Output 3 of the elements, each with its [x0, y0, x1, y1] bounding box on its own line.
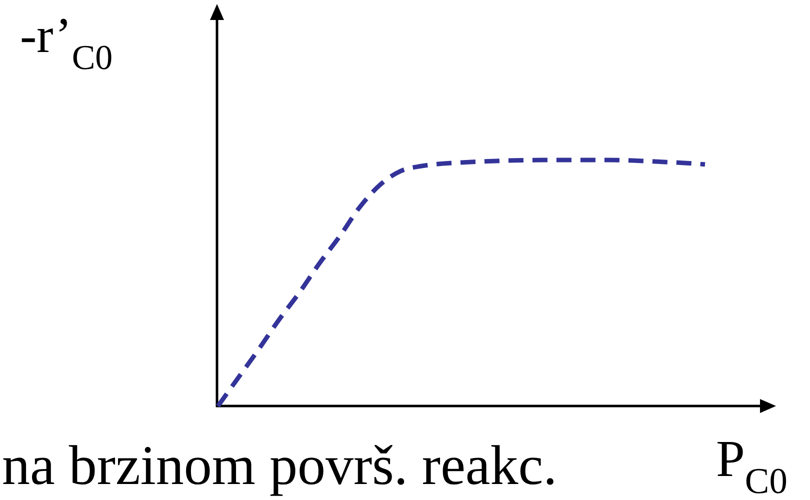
y-axis-title: -r’$_{C0}$ — [20, 7, 113, 76]
x-axis-title: P$_{C0}$ — [716, 431, 788, 500]
text: na brzinom površ. reakc. — [2, 435, 558, 497]
